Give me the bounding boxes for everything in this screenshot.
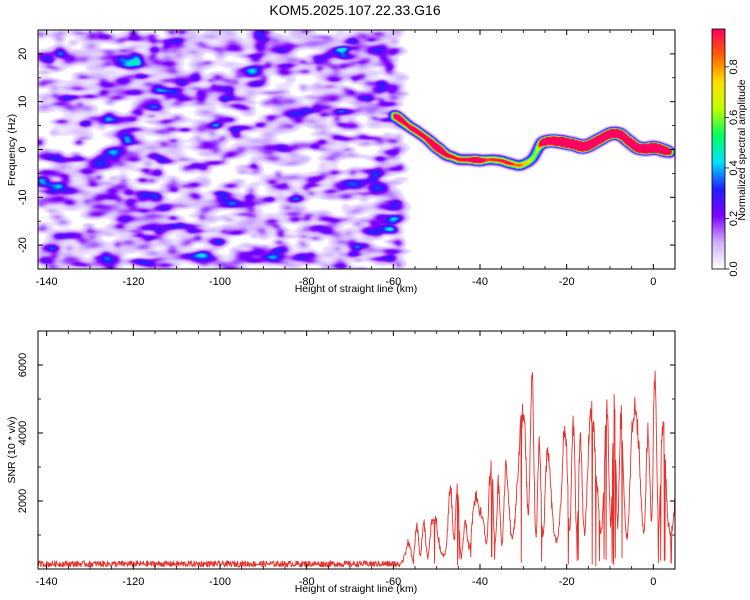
colorbar-tick-label: 0.6 [728, 110, 740, 125]
spectrogram-heatmap [38, 30, 675, 269]
spectrogram-x-label: Height of straight line (km) [295, 283, 418, 295]
spectrogram-x-tick-label: -80 [299, 276, 315, 288]
spectrogram-y-axis: -20 -10 0 10 20 [17, 29, 675, 270]
chart-title: KOM5.2025.107.22.33.G16 [269, 2, 440, 18]
snr-x-tick-label: -120 [122, 576, 144, 588]
colorbar-ticks: 0.0 0.2 0.4 0.6 0.8 [725, 59, 740, 277]
snr-y-tick-label: 2000 [17, 489, 29, 513]
spectrogram-x-tick-label: -100 [209, 276, 231, 288]
snr-y-tick-label: 6000 [17, 353, 29, 377]
spectrogram-y-tick-label: 20 [17, 48, 29, 60]
spectrogram-y-tick-label: -20 [17, 237, 29, 253]
snr-frame [37, 330, 676, 570]
colorbar-tick-label: 0.2 [728, 211, 740, 226]
colorbar-tick-label: 0.0 [728, 261, 740, 276]
spectrogram-y-tick-label: 10 [17, 96, 29, 108]
spectrogram-x-tick-label: -20 [559, 276, 575, 288]
snr-x-label: Height of straight line (km) [295, 583, 418, 595]
snr-x-tick-label: -100 [209, 576, 231, 588]
snr-y-tick-label: 4000 [17, 421, 29, 445]
spectrogram-y-tick-label: -10 [17, 189, 29, 205]
colorbar-gradient [712, 29, 725, 269]
snr-x-tick-label: -60 [385, 576, 401, 588]
colorbar: 0.0 0.2 0.4 0.6 0.8 Normalized spectral ampl… [711, 28, 748, 277]
snr-x-tick-label: -140 [36, 576, 58, 588]
snr-x-tick-label: -40 [472, 576, 488, 588]
colorbar-frame [711, 28, 726, 270]
spectrogram-x-tick-label: 0 [650, 276, 656, 288]
spectrogram-x-tick-label: -40 [472, 276, 488, 288]
spectrogram-x-tick-label: -60 [385, 276, 401, 288]
spectrogram-y-tick-label: 0 [17, 146, 29, 152]
colorbar-label: Normalized spectral amplitude [736, 79, 748, 220]
snr-x-axis: -140 -120 -100 -80 -60 -40 -20 0 [36, 331, 676, 588]
snr-x-tick-label: -80 [299, 576, 315, 588]
snr-x-tick-label: -20 [559, 576, 575, 588]
snr-x-tick-label: 0 [650, 576, 656, 588]
snr-y-label: SNR (10 * v/v) [6, 416, 18, 483]
snr-y-axis: 2000 4000 6000 [17, 330, 675, 570]
snr-panel: -140 -120 -100 -80 -60 -40 -20 0 2000 4000 6000 H… [6, 330, 676, 595]
spectrogram-y-label: Frequency (Hz) [6, 114, 18, 186]
colorbar-tick-label: 0.4 [728, 160, 740, 175]
spectrogram-x-tick-label: -140 [36, 276, 58, 288]
spectrogram-x-tick-label: -120 [122, 276, 144, 288]
colorbar-tick-label: 0.8 [728, 59, 740, 74]
snr-series-line [37, 370, 676, 568]
spectrogram-x-axis: -140 -120 -100 -80 -60 -40 -20 0 [36, 30, 676, 288]
